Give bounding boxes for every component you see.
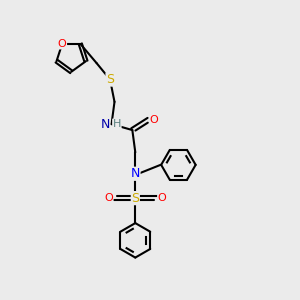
Text: S: S (131, 192, 139, 205)
Text: N: N (130, 167, 140, 180)
Text: S: S (106, 73, 114, 86)
Text: O: O (58, 39, 67, 49)
Text: O: O (104, 193, 113, 203)
Text: O: O (158, 193, 167, 203)
Text: O: O (150, 115, 158, 125)
Text: H: H (113, 119, 121, 129)
Text: N: N (100, 118, 110, 130)
